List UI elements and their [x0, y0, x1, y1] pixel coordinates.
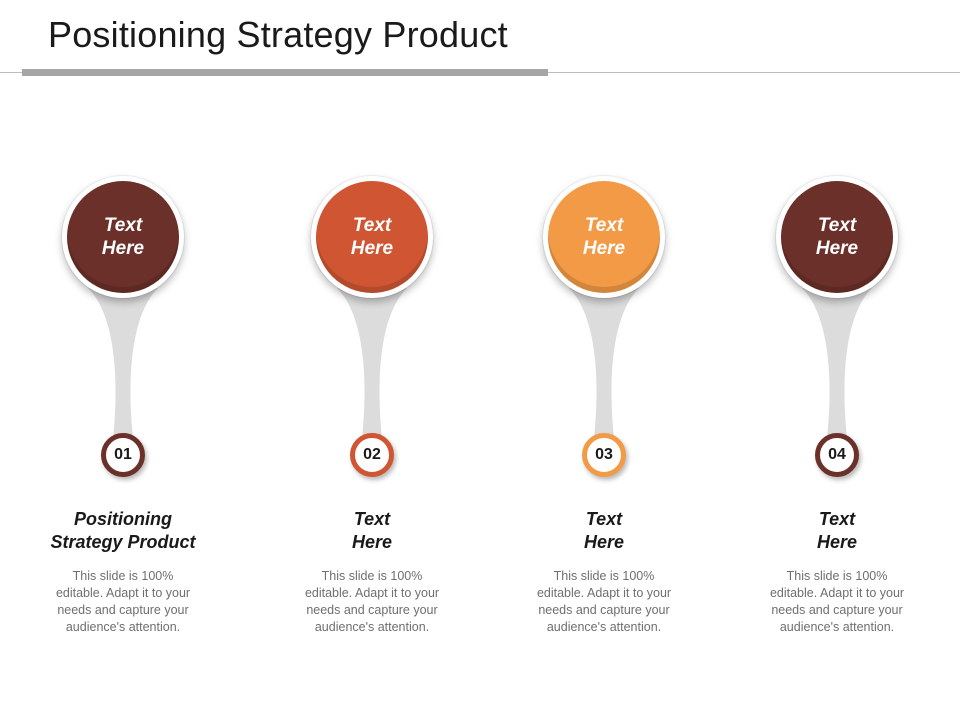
- stem-connector: [337, 288, 407, 446]
- step-number-badge: 04: [815, 433, 859, 477]
- circle-text: Text Here: [350, 215, 394, 259]
- step-description: This slide is 100% editable. Adapt it to…: [55, 569, 191, 634]
- big-circle: Text Here: [67, 181, 179, 293]
- step-column-1: Text Here 01 Positioning Strategy Produc…: [8, 170, 238, 690]
- step-heading: Text Here: [816, 509, 858, 552]
- slide-title: Positioning Strategy Product: [48, 14, 508, 55]
- big-circle: Text Here: [781, 181, 893, 293]
- step-number-badge: 02: [350, 433, 394, 477]
- big-circle-ring: Text Here: [776, 176, 898, 298]
- step-heading: Positioning Strategy Product: [50, 509, 196, 552]
- step-column-2: Text Here 02 Text Here This slide is 100…: [257, 170, 487, 690]
- step-heading: Text Here: [583, 509, 625, 552]
- step-description: This slide is 100% editable. Adapt it to…: [769, 569, 905, 634]
- stem-connector: [802, 288, 872, 446]
- circle-text: Text Here: [582, 215, 626, 259]
- big-circle-ring: Text Here: [543, 176, 665, 298]
- big-circle-ring: Text Here: [62, 176, 184, 298]
- step-description: This slide is 100% editable. Adapt it to…: [304, 569, 440, 634]
- step-number-badge: 03: [582, 433, 626, 477]
- step-description: This slide is 100% editable. Adapt it to…: [536, 569, 672, 634]
- big-circle-ring: Text Here: [311, 176, 433, 298]
- big-circle: Text Here: [548, 181, 660, 293]
- circle-text: Text Here: [815, 215, 859, 259]
- circle-text: Text Here: [101, 215, 145, 259]
- title-underline-bar: [22, 69, 548, 76]
- big-circle: Text Here: [316, 181, 428, 293]
- step-number-badge: 01: [101, 433, 145, 477]
- stem-connector: [88, 288, 158, 446]
- stem-connector: [569, 288, 639, 446]
- step-heading: Text Here: [351, 509, 393, 552]
- step-column-3: Text Here 03 Text Here This slide is 100…: [489, 170, 719, 690]
- step-column-4: Text Here 04 Text Here This slide is 100…: [722, 170, 952, 690]
